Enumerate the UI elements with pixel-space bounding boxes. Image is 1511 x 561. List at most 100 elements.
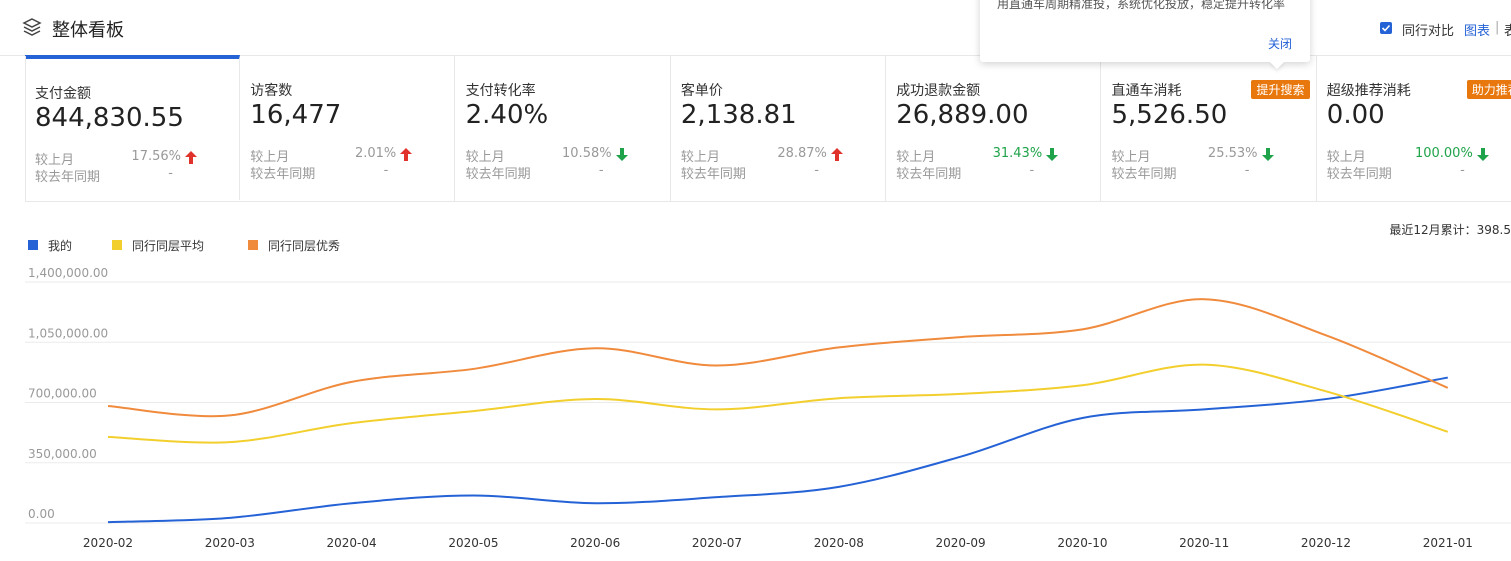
- x-tick-label: 2021-01: [1423, 536, 1473, 550]
- arrow-up: [830, 148, 843, 161]
- mom-label: 较上月: [896, 150, 936, 165]
- mom-label: 较上月: [465, 150, 505, 165]
- card-title: 客单价: [680, 83, 723, 99]
- arrow-down: [1261, 148, 1274, 161]
- metric-card[interactable]: 直通车消耗 5,526.50 较上月 25.53% 较去年同期 - 提升搜索: [1102, 56, 1317, 201]
- legend-swatch: [28, 240, 38, 250]
- y-tick-label: 1,050,000.00: [28, 326, 108, 340]
- mom-value: 17.56%: [131, 149, 181, 164]
- cards-left-border: [25, 56, 26, 201]
- card-value: 26,889.00: [896, 100, 1029, 130]
- mom-value: 31.43%: [992, 146, 1043, 161]
- layers-icon: [22, 18, 42, 36]
- yoy-value: -: [598, 163, 604, 178]
- yoy-value: -: [168, 166, 173, 181]
- yoy-label: 较去年同期: [1326, 167, 1392, 182]
- x-tick-label: 2020-09: [936, 536, 986, 550]
- card-value: 0.00: [1326, 100, 1385, 130]
- yoy-value: -: [1244, 163, 1250, 178]
- mom-value: 10.58%: [562, 146, 612, 161]
- card-title: 访客数: [250, 83, 293, 99]
- x-tick-label: 2020-12: [1301, 536, 1351, 550]
- x-tick-label: 2020-06: [570, 536, 620, 550]
- y-tick-label: 1,400,000.00: [28, 266, 108, 280]
- legend-label: 同行同层平均: [132, 239, 204, 253]
- legend-label: 同行同层优秀: [268, 239, 340, 253]
- mom-label: 较上月: [35, 153, 75, 168]
- chart-view-tab[interactable]: 图表: [1464, 24, 1491, 39]
- card-value: 2.40%: [465, 100, 549, 130]
- card-value: 5,526.50: [1111, 100, 1228, 130]
- yoy-label: 较去年同期: [680, 167, 746, 182]
- yoy-label: 较去年同期: [896, 167, 962, 182]
- y-tick-label: 350,000.00: [28, 447, 97, 461]
- arrow-down: [1476, 148, 1489, 161]
- legend-swatch: [112, 240, 122, 250]
- yoy-label: 较去年同期: [250, 167, 316, 182]
- header-title: 整体看板: [52, 20, 124, 41]
- compare-label[interactable]: 同行对比: [1402, 24, 1455, 39]
- arrow-up: [185, 151, 197, 164]
- card-title: 支付金额: [35, 86, 91, 102]
- metric-cards: 支付金额 844,830.55 较上月 17.56% 较去年同期 - 访客数 16,477 较上…: [25, 0, 1511, 202]
- x-tick-label: 2020-05: [448, 536, 498, 550]
- metric-card[interactable]: 支付金额 844,830.55 较上月 17.56% 较去年同期 -: [25, 55, 240, 200]
- mom-label: 较上月: [250, 150, 290, 165]
- mom-value: 28.87%: [777, 146, 827, 161]
- chart-summary: 最近12月累计：398.5: [1389, 223, 1511, 237]
- card-badge[interactable]: 提升搜索: [1251, 80, 1310, 99]
- card-value: 16,477: [250, 100, 342, 130]
- series-line: [107, 363, 1449, 444]
- x-tick-label: 2020-02: [83, 536, 133, 550]
- card-title: 超级推荐消耗: [1326, 83, 1411, 99]
- card-value: 844,830.55: [35, 103, 184, 133]
- mom-value: 25.53%: [1207, 146, 1258, 161]
- compare-checkbox[interactable]: [1380, 22, 1392, 34]
- separator: |: [1495, 20, 1500, 35]
- tooltip: 用直通车周期精准投，系统优化投放，稳定提升转化率 关闭: [980, 0, 1310, 70]
- tooltip-close[interactable]: 关闭: [1267, 37, 1292, 51]
- metric-card[interactable]: 成功退款金额 26,889.00 较上月 31.43% 较去年同期 -: [886, 56, 1102, 201]
- tooltip-text: 用直通车周期精准投，系统优化投放，稳定提升转化率: [997, 0, 1286, 11]
- table-view-tab[interactable]: 表: [1504, 24, 1511, 39]
- mom-label: 较上月: [680, 150, 720, 165]
- metric-card[interactable]: 访客数 16,477 较上月 2.01% 较去年同期 -: [240, 56, 456, 201]
- yoy-label: 较去年同期: [1111, 167, 1177, 182]
- card-value: 2,138.81: [680, 100, 797, 130]
- x-tick-label: 2020-03: [205, 536, 255, 550]
- y-tick-label: 700,000.00: [28, 387, 97, 401]
- mom-label: 较上月: [1326, 150, 1366, 165]
- card-title: 成功退款金额: [896, 83, 981, 99]
- x-tick-label: 2020-04: [327, 536, 377, 550]
- yoy-value: -: [1460, 163, 1465, 178]
- card-title: 支付转化率: [465, 83, 536, 99]
- series-line: [107, 298, 1449, 418]
- legend-label: 我的: [48, 238, 72, 253]
- yoy-value: -: [814, 163, 819, 178]
- x-tick-label: 2020-11: [1179, 536, 1229, 550]
- legend-swatch: [248, 240, 258, 250]
- cards-divider: [25, 201, 1511, 202]
- card-badge[interactable]: 助力推荐: [1466, 80, 1511, 99]
- arrow-up: [400, 148, 413, 161]
- x-tick-label: 2020-08: [814, 536, 864, 550]
- yoy-value: -: [383, 163, 389, 178]
- x-tick-label: 2020-07: [692, 536, 742, 550]
- arrow-down: [1046, 148, 1059, 161]
- mom-value: 2.01%: [354, 146, 397, 161]
- mom-value: 100.00%: [1414, 146, 1473, 161]
- header-divider: [0, 55, 1511, 56]
- y-tick-label: 0.00: [28, 507, 55, 521]
- yoy-value: -: [1029, 163, 1035, 178]
- arrow-down: [615, 148, 628, 161]
- metric-card[interactable]: 支付转化率 2.40% 较上月 10.58% 较去年同期 -: [456, 56, 671, 201]
- metric-card[interactable]: 客单价 2,138.81 较上月 28.87% 较去年同期 -: [671, 56, 886, 201]
- mom-label: 较上月: [1111, 150, 1151, 165]
- x-tick-label: 2020-10: [1057, 536, 1107, 550]
- yoy-label: 较去年同期: [35, 170, 101, 185]
- check-icon: [1381, 24, 1391, 32]
- yoy-label: 较去年同期: [465, 167, 531, 182]
